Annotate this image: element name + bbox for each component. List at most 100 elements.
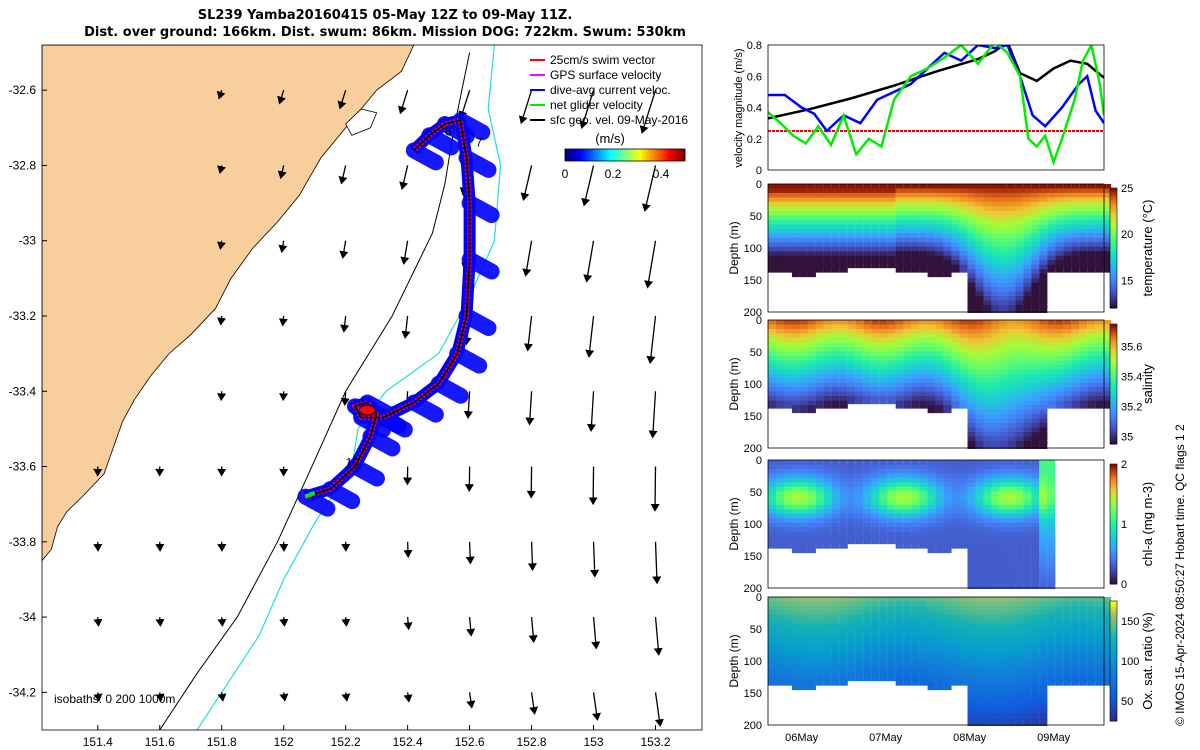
section-cell — [911, 486, 920, 495]
colorbar-cell — [573, 149, 576, 161]
section-cell — [983, 237, 992, 246]
section-cell — [1055, 673, 1064, 682]
colorbar-tick: 50 — [1121, 696, 1133, 708]
section-cell — [879, 664, 888, 673]
section-cell — [903, 188, 912, 197]
section-cell — [999, 495, 1008, 504]
section-cell — [783, 346, 792, 355]
section-cell — [799, 482, 808, 491]
section-cell — [863, 237, 872, 246]
section-cell — [927, 269, 936, 278]
section-cell — [967, 432, 976, 440]
section-cell — [815, 242, 824, 251]
section-cell — [1055, 264, 1064, 273]
section-cell — [911, 364, 920, 373]
section-cell — [999, 337, 1008, 346]
section-cell — [935, 391, 944, 400]
section-cell — [1055, 623, 1064, 632]
section-cell — [1015, 460, 1024, 468]
section-cell — [991, 527, 1000, 536]
section-cell — [799, 405, 808, 414]
section-cell — [768, 364, 776, 373]
colorbar-cell — [1110, 239, 1117, 243]
section-cell — [999, 192, 1008, 201]
section-cell — [1031, 623, 1040, 632]
section-cell — [815, 522, 824, 531]
section-cell — [863, 536, 872, 545]
section-cell — [1023, 704, 1032, 713]
colorbar-cell — [599, 149, 602, 161]
section-cell — [831, 536, 840, 545]
colorbar-cell — [1110, 402, 1117, 406]
section-cell — [863, 219, 872, 228]
section-cell — [943, 504, 952, 513]
section-cell — [768, 504, 776, 513]
section-cell — [975, 351, 984, 360]
section-cell — [1047, 567, 1056, 576]
section-cell — [863, 673, 872, 682]
section-cell — [1039, 659, 1048, 668]
section-cell — [911, 260, 920, 269]
section-cell — [1015, 184, 1024, 192]
section-cell — [1039, 549, 1048, 558]
section-cell — [927, 637, 936, 646]
section-cell — [999, 509, 1008, 518]
section-cell — [991, 242, 1000, 251]
section-cell — [951, 641, 960, 650]
section-cell — [799, 531, 808, 540]
section-cell — [791, 237, 800, 246]
section-cell — [855, 646, 864, 655]
section-cell — [1047, 558, 1056, 567]
section-cell — [791, 405, 800, 414]
section-cell — [1079, 360, 1088, 369]
section-cell — [1031, 504, 1040, 513]
section-cell — [1015, 360, 1024, 369]
colorbar-cell — [1110, 694, 1117, 698]
section-cell — [943, 242, 952, 251]
section-cell — [855, 518, 864, 527]
section-cell — [1063, 351, 1072, 360]
colorbar-cell — [623, 149, 626, 161]
section-cell — [1015, 700, 1024, 709]
section-cell — [783, 509, 792, 518]
section-cell — [1079, 382, 1088, 391]
section-cell — [1039, 251, 1048, 260]
section-cell — [959, 513, 968, 522]
section-cell — [847, 491, 856, 500]
section-cell — [1015, 242, 1024, 251]
section-cell — [775, 337, 784, 346]
section-cell — [1039, 201, 1048, 210]
section-cell — [831, 337, 840, 346]
section-cell — [791, 614, 800, 623]
section-cell — [823, 382, 832, 391]
section-cell — [991, 558, 1000, 567]
section-cell — [799, 382, 808, 391]
section-cell — [855, 237, 864, 246]
section-cell — [943, 500, 952, 509]
colorbar-cell — [671, 149, 674, 161]
section-cell — [768, 664, 776, 673]
section-cell — [895, 477, 904, 486]
section-cell — [999, 567, 1008, 576]
section-cell — [1055, 201, 1064, 210]
section-cell — [975, 673, 984, 682]
section-cell — [1007, 709, 1016, 717]
section-cell — [991, 641, 1000, 650]
section-cell — [1047, 563, 1056, 572]
section-cell — [943, 468, 952, 477]
section-cell — [1079, 373, 1088, 382]
section-cell — [1023, 351, 1032, 360]
section-cell — [935, 237, 944, 246]
colorbar-cell — [575, 149, 578, 161]
section-cell — [855, 619, 864, 628]
section-cell — [1007, 233, 1016, 242]
section-cell — [975, 580, 984, 589]
velocity-arrow — [278, 315, 288, 327]
section-cell — [1015, 614, 1024, 623]
section-cell — [991, 554, 1000, 563]
section-cell — [791, 255, 800, 264]
section-cell — [919, 219, 928, 228]
section-cell — [768, 500, 776, 509]
section-cell — [1015, 558, 1024, 567]
section-cell — [927, 188, 936, 197]
